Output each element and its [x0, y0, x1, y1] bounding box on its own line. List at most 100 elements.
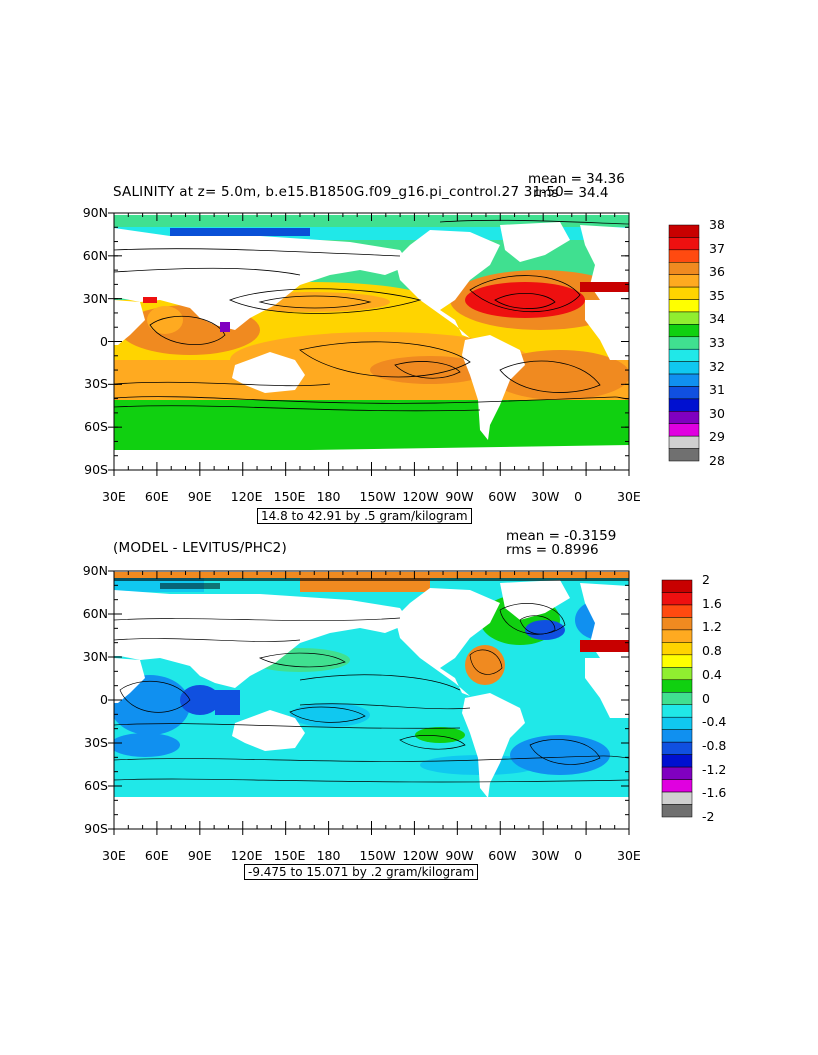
- panel2-colorbar-swatch: [661, 779, 693, 793]
- panel2-colorbar-swatch: [661, 654, 693, 668]
- panel2-lat-label: 60S: [84, 778, 108, 793]
- panel2-title: (MODEL - LEVITUS/PHC2): [113, 540, 287, 556]
- panel1-colorbar-swatch: [668, 324, 700, 338]
- panel2-lon-label: 30E: [102, 848, 126, 863]
- panel1-lon-label: 180: [316, 489, 341, 504]
- panel2-lat-label: 0: [100, 692, 108, 707]
- panel1-lon-label: 60E: [144, 489, 169, 504]
- panel1-colorbar-swatch: [668, 286, 700, 300]
- panel1-colorbar-tick-label: 36: [709, 264, 725, 280]
- panel2-colorbar-swatch: [661, 704, 693, 718]
- panel1-colorbar-tick-label: 31: [709, 382, 725, 398]
- panel1-colorbar-swatch: [668, 435, 700, 449]
- panel1-lat-label: 60S: [84, 419, 108, 435]
- panel1-lon-label: 90E: [187, 489, 212, 504]
- panel2-colorbar: [661, 579, 693, 818]
- panel2-colorbar-swatch: [661, 679, 693, 693]
- panel1-mean: mean = 34.36: [528, 171, 625, 187]
- panel1-lat-label: 90N: [82, 205, 108, 220]
- panel2-lon-label: 30W: [531, 848, 560, 863]
- panel1-colorbar-swatch: [668, 386, 700, 400]
- panel1-lon-label: 120W: [402, 489, 439, 504]
- panel1-range-label: 14.8 to 42.91 by .5 gram/kilogram: [257, 508, 472, 524]
- panel1-lat-label: 60N: [82, 247, 108, 263]
- panel1-colorbar-swatch: [668, 311, 700, 325]
- panel2-colorbar-swatch: [661, 642, 693, 656]
- panel2-colorbar-tick-label: -2: [702, 809, 715, 824]
- panel2-lat-label: 90S: [84, 821, 108, 836]
- panel1-colorbar-swatch: [668, 224, 700, 238]
- panel1-colorbar-tick-label: 34: [709, 311, 725, 327]
- panel2-colorbar-tick-label: -0.8: [702, 737, 727, 753]
- panel2-colorbar-swatch: [661, 716, 693, 730]
- panel2-lon-label: 120E: [230, 848, 263, 863]
- panel2-colorbar-swatch: [661, 729, 693, 743]
- panel1-colorbar-swatch: [668, 398, 700, 412]
- panel1-colorbar-tick-label: 28: [709, 453, 725, 468]
- panel1-title: SALINITY at z= 5.0m, b.e15.B1850G.f09_g1…: [113, 184, 564, 200]
- panel2-colorbar-tick-label: 0: [702, 690, 710, 706]
- panel1-colorbar-swatch: [668, 423, 700, 437]
- panel1-colorbar-swatch: [668, 448, 700, 462]
- panel2-colorbar-tick-label: 0.4: [702, 666, 722, 682]
- panel2-colorbar-swatch: [661, 791, 693, 805]
- panel2-colorbar-swatch: [661, 629, 693, 643]
- panel2-colorbar-tick-label: 1.6: [702, 595, 722, 611]
- panel2-lon-label: 90W: [445, 848, 474, 863]
- panel1-colorbar-tick-label: 32: [709, 358, 725, 374]
- panel2-colorbar-swatch: [661, 766, 693, 780]
- panel2-range-label: -9.475 to 15.071 by .2 gram/kilogram: [244, 864, 479, 880]
- panel2-lat-label: 30N: [82, 649, 108, 664]
- panel1-lon-label: 120E: [230, 489, 263, 504]
- panel1-lat-label: 30S: [84, 376, 108, 392]
- panel1-lon-label: 30E: [617, 489, 641, 504]
- panel1-colorbar-tick-label: 30: [709, 405, 725, 421]
- panel2-lon-label: 150E: [273, 848, 306, 863]
- panel2-lon-label: 0: [574, 848, 583, 863]
- panel2-lon-label: 120W: [402, 848, 439, 863]
- panel1-lon-label: 30W: [531, 489, 560, 504]
- panel1-lat-label: 90S: [84, 462, 108, 477]
- panel2-lon-label: 60W: [488, 848, 517, 863]
- panel2-lon-label: 150W: [359, 848, 396, 863]
- panel1-lon-label: 90W: [445, 489, 474, 504]
- panel1-colorbar-tick-label: 29: [709, 429, 725, 445]
- panel1-lat-label: 30N: [82, 290, 108, 306]
- panel2-colorbar-swatch: [661, 692, 693, 705]
- panel1-rms: rms = 34.4: [533, 185, 609, 201]
- panel1-colorbar-tick-label: 38: [709, 217, 725, 232]
- panel2-lon-label: 60E: [144, 848, 169, 863]
- panel1-lon-label: 150E: [273, 489, 306, 504]
- panel1-lon-label: 60W: [488, 489, 517, 504]
- panel2-colorbar-swatch: [661, 592, 693, 606]
- panel2-colorbar-tick-label: 1.2: [702, 619, 722, 635]
- panel1-lon-label: 150W: [359, 489, 396, 504]
- panel2-colorbar-tick-label: -0.4: [702, 714, 727, 730]
- panel1-colorbar-swatch: [668, 237, 700, 251]
- panel2-colorbar-swatch: [661, 667, 693, 681]
- panel2-colorbar-swatch: [661, 579, 693, 593]
- panel2-colorbar-swatch: [661, 604, 693, 618]
- panel2-rms: rms = 0.8996: [506, 542, 599, 558]
- panel1-colorbar-swatch: [668, 274, 700, 288]
- panel2-colorbar-swatch: [661, 617, 693, 631]
- panel1-lon-label: 0: [574, 489, 583, 504]
- panel1-colorbar-swatch: [668, 262, 700, 275]
- panel1-map: [114, 213, 629, 470]
- panel2-lon-label: 90E: [187, 848, 212, 863]
- panel1-colorbar-swatch: [668, 411, 700, 424]
- panel2-lat-label: 90N: [82, 563, 108, 578]
- panel2-colorbar-tick-label: -1.2: [702, 761, 727, 777]
- panel2-lon-label: 30E: [617, 848, 641, 863]
- panel2-colorbar-swatch: [661, 804, 693, 818]
- panel1-colorbar-swatch: [668, 373, 700, 387]
- panel2-lon-label: 180: [316, 848, 341, 863]
- panel2-colorbar-tick-label: -1.6: [702, 785, 727, 801]
- panel1-colorbar-swatch: [668, 361, 700, 375]
- panel1-colorbar-tick-label: 33: [709, 335, 725, 350]
- panel1-colorbar: [668, 224, 700, 462]
- panel1-colorbar-tick-label: 35: [709, 287, 725, 303]
- panel1-colorbar-swatch: [668, 249, 700, 263]
- panel1-colorbar-tick-label: 37: [709, 240, 725, 256]
